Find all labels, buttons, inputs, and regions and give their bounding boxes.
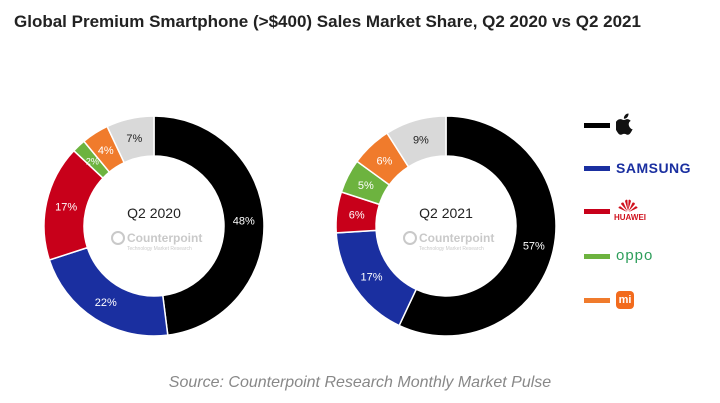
slice-apple [398,115,557,337]
watermark-tagline: Technology Market Research [419,246,484,252]
data-label-huawei: 6% [349,210,365,222]
data-label-apple: 57% [523,241,545,253]
watermark-brand: Counterpoint [419,231,494,245]
data-label-oppo: 5% [358,180,374,192]
counterpoint-logo-icon [403,231,417,245]
legend-label-oppo: oppo [616,247,654,264]
legend-item-xiaomi: mi [584,285,714,315]
watermark-brand: Counterpoint [127,231,202,245]
slice-others [386,115,447,168]
source-note: Source: Counterpoint Research Monthly Ma… [168,374,552,391]
slice-samsung [48,246,169,337]
data-label-samsung: 17% [361,272,383,284]
legend-item-apple [584,110,714,140]
watermark-tagline: Technology Market Research [127,246,192,252]
donut-center-title: Q2 2021 [419,205,473,221]
data-label-apple: 48% [233,215,255,227]
donut-chart-2: 57% 17% 6% 5% 6% 9% Q2 2021 CounterpointTechnol… [335,115,557,337]
slice-others [106,115,155,164]
chart-title: Global Premium Smartphone (>$400) Sales … [14,12,641,31]
data-label-xiaomi: 6% [376,155,392,167]
legend-label-xiaomi: mi [616,285,634,315]
data-label-xiaomi: 4% [98,145,114,157]
legend-item-oppo: oppo [584,241,714,271]
apple-logo-icon [615,110,634,140]
data-label-huawei: 17% [55,201,77,213]
donut-center-title: Q2 2020 [127,205,181,221]
data-label-others: 7% [126,133,142,145]
huawei-logo-icon: HUAWEI [614,196,646,226]
legend-swatch-samsung [584,166,610,171]
data-label-oppo: 2% [86,156,99,166]
legend-label-huawei: HUAWEI [614,213,646,222]
xiaomi-logo-icon: mi [616,290,634,309]
donut-chart-1: 48% 22% 17% 2%4% 7% Q2 2020 CounterpointTechno… [43,115,265,337]
data-label-others: 9% [413,135,429,147]
legend-item-huawei: HUAWEI [584,196,714,226]
legend-label-samsung: SAMSUNG [616,160,692,176]
legend-swatch-apple [584,123,610,128]
legend-item-samsung: SAMSUNG [584,153,714,183]
legend-swatch-huawei [584,209,610,214]
legend-swatch-oppo [584,254,610,259]
legend-swatch-xiaomi [584,298,610,303]
slice-apple [153,115,265,336]
data-label-samsung: 22% [95,297,117,309]
counterpoint-logo-icon [111,231,125,245]
